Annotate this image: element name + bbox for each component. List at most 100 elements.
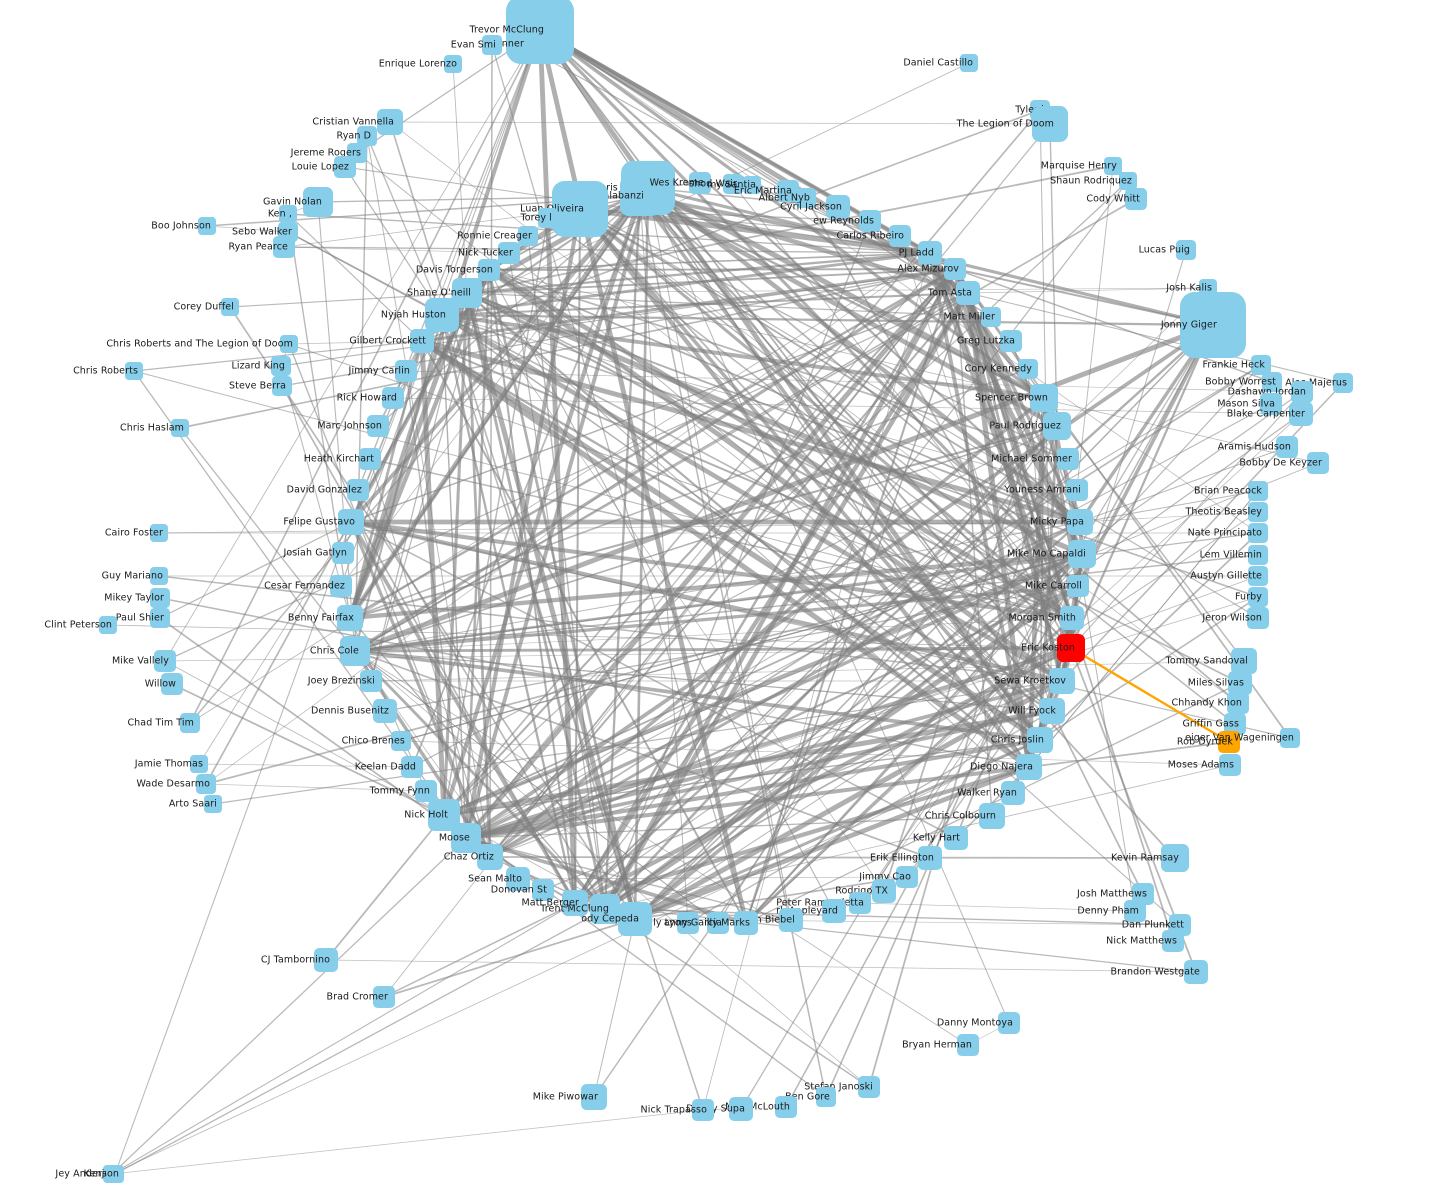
- graph-node-matt-miller[interactable]: [981, 307, 1001, 327]
- graph-node-felipe-gustavo[interactable]: [338, 509, 364, 535]
- graph-node-chad-tim-tim[interactable]: [180, 713, 200, 733]
- graph-node-torey-p[interactable]: [538, 208, 558, 228]
- graph-node-jey-anderson[interactable]: [106, 1165, 124, 1183]
- graph-node-cory-kennedy[interactable]: [1018, 359, 1038, 379]
- graph-node-keelan-dadd[interactable]: [401, 756, 423, 778]
- graph-node-moses-adams[interactable]: [1219, 754, 1241, 776]
- graph-node-blake-carpenter[interactable]: [1289, 402, 1313, 426]
- graph-node-lem-villemin[interactable]: [1248, 545, 1268, 565]
- graph-node-rob-dyrdek[interactable]: [1218, 731, 1240, 753]
- graph-node-griffin-gass[interactable]: [1224, 713, 1246, 735]
- graph-node-theotis-beasley[interactable]: [1248, 502, 1268, 522]
- graph-node-chris-roberts[interactable]: [125, 362, 143, 380]
- graph-node-mark-appleyard[interactable]: [822, 899, 846, 923]
- graph-node-moose[interactable]: [451, 823, 481, 853]
- graph-node-paul-rodriguez[interactable]: [1043, 412, 1071, 440]
- graph-node-denny-pham[interactable]: [1124, 900, 1146, 922]
- graph-node-chris-cole[interactable]: [340, 636, 370, 666]
- graph-node-trent-mcclung[interactable]: [590, 894, 620, 924]
- graph-node-shaun-rodriquez[interactable]: [1119, 172, 1137, 190]
- graph-node-nyjah-huston[interactable]: [425, 298, 459, 332]
- graph-node-balabanzi[interactable]: [620, 176, 660, 216]
- graph-node-morgan-smith[interactable]: [1060, 606, 1084, 630]
- graph-node-jonny-giger[interactable]: [1180, 292, 1246, 358]
- graph-node-chris-colbourn[interactable]: [979, 803, 1005, 829]
- graph-node-jimmy-santia[interactable]: [743, 176, 761, 194]
- graph-node-erik-ellington[interactable]: [918, 846, 942, 870]
- graph-node-bobby-worrest[interactable]: [1262, 372, 1282, 392]
- graph-node-spencer-brown[interactable]: [1030, 384, 1058, 412]
- graph-node-david-gonzalez[interactable]: [347, 479, 369, 501]
- graph-node-chhandy-khon[interactable]: [1227, 692, 1249, 714]
- graph-node-nate-principato[interactable]: [1248, 523, 1268, 543]
- graph-node-alec-majerus[interactable]: [1333, 373, 1353, 393]
- graph-node-joey-brezinski[interactable]: [360, 670, 382, 692]
- graph-node-nick-mclouth[interactable]: [775, 1096, 797, 1118]
- graph-node-jeron-wilson[interactable]: [1247, 607, 1269, 629]
- graph-node-walker-ryan[interactable]: [1001, 781, 1025, 805]
- graph-node-jimmy-carlin[interactable]: [395, 360, 417, 382]
- graph-node-mason-silva[interactable]: [1260, 393, 1282, 415]
- graph-node-donovan-st[interactable]: [532, 879, 554, 901]
- graph-node-tom-asta[interactable]: [956, 281, 980, 305]
- graph-node-wade-desarmo[interactable]: [196, 774, 216, 794]
- graph-node-jimmy-cao[interactable]: [896, 866, 918, 888]
- graph-node-alex-mizurov[interactable]: [944, 258, 966, 280]
- graph-node-dennis-busenitz[interactable]: [373, 699, 397, 723]
- graph-node-rick-howard[interactable]: [382, 387, 404, 409]
- graph-node-bryan-herman[interactable]: [957, 1034, 979, 1056]
- graph-node-ryan-d[interactable]: [357, 126, 377, 146]
- graph-node-cody-cepeda[interactable]: [618, 902, 652, 936]
- graph-node-marc-johnson[interactable]: [367, 415, 389, 437]
- graph-node-willow[interactable]: [161, 673, 183, 695]
- graph-node-enrique-lorenzo[interactable]: [444, 55, 462, 73]
- graph-node-danny-garcia[interactable]: [707, 912, 729, 934]
- graph-node-greg-lutzka[interactable]: [1000, 330, 1022, 352]
- graph-node-tommy-sandoval[interactable]: [1231, 648, 1257, 674]
- graph-node-eric-koston[interactable]: [1057, 634, 1085, 662]
- graph-node-sewa-kroetkov[interactable]: [1049, 668, 1075, 694]
- graph-node-cj-tambornino[interactable]: [314, 948, 338, 972]
- graph-node-nick-tucker[interactable]: [498, 242, 520, 264]
- graph-node-arto-saari[interactable]: [204, 795, 222, 813]
- graph-node-ty-lyons[interactable]: [677, 912, 699, 934]
- graph-node-jamie-thomas[interactable]: [190, 755, 208, 773]
- graph-node-daniel-castillo[interactable]: [960, 54, 978, 72]
- graph-node-mikey-taylor[interactable]: [150, 588, 170, 608]
- graph-node-nick-trapasso[interactable]: [692, 1099, 714, 1121]
- graph-node-evan-smith[interactable]: [482, 35, 502, 55]
- graph-node-cesar-fernandez[interactable]: [330, 575, 352, 597]
- graph-node-davis-torgerson[interactable]: [478, 259, 500, 281]
- graph-node-gilbert-crockett[interactable]: [410, 329, 434, 353]
- graph-node-aramis-hudson[interactable]: [1276, 436, 1298, 458]
- graph-node-ishod-wair[interactable]: [723, 174, 743, 194]
- graph-node-lizard-king[interactable]: [271, 356, 291, 376]
- graph-node-rodrigo-tx[interactable]: [872, 879, 896, 903]
- graph-node-paul-shier[interactable]: [150, 608, 170, 628]
- graph-node-cairo-foster[interactable]: [150, 524, 168, 542]
- graph-node-peter-ramondetta[interactable]: [849, 892, 871, 914]
- graph-node-youness-amrani[interactable]: [1066, 479, 1088, 501]
- graph-node-chris-roberts-legion[interactable]: [280, 335, 298, 353]
- graph-node-mike-mo-capaldi[interactable]: [1068, 540, 1096, 568]
- graph-node-guy-mariano[interactable]: [150, 567, 168, 585]
- graph-node-tommy-fynn[interactable]: [415, 780, 437, 802]
- graph-node-tanner[interactable]: [509, 33, 531, 55]
- graph-node-diego-najera[interactable]: [1016, 754, 1042, 780]
- graph-node-billy-marks[interactable]: [734, 911, 758, 935]
- graph-node-mike-carroll[interactable]: [1067, 575, 1089, 597]
- graph-node-michael-sommer[interactable]: [1057, 448, 1079, 470]
- graph-node-andrew-reynolds[interactable]: [859, 210, 881, 232]
- graph-node-will-fyock[interactable]: [1039, 698, 1065, 724]
- graph-node-kelly-hart[interactable]: [944, 826, 968, 850]
- graph-node-danny-supa[interactable]: [729, 1097, 753, 1121]
- graph-node-stefan-janoski[interactable]: [858, 1076, 880, 1098]
- graph-node-carlos-ribeiro[interactable]: [889, 225, 911, 247]
- graph-node-wes-kremer[interactable]: [689, 172, 711, 194]
- graph-node-legion-of-doom[interactable]: [1032, 106, 1068, 142]
- graph-node-heath-kirchart[interactable]: [359, 448, 381, 470]
- graph-node-cody-whitt[interactable]: [1125, 188, 1147, 210]
- graph-node-ryan-pearce[interactable]: [273, 236, 295, 258]
- graph-node-clint-peterson[interactable]: [99, 616, 117, 634]
- graph-node-chris-joslin[interactable]: [1027, 727, 1053, 753]
